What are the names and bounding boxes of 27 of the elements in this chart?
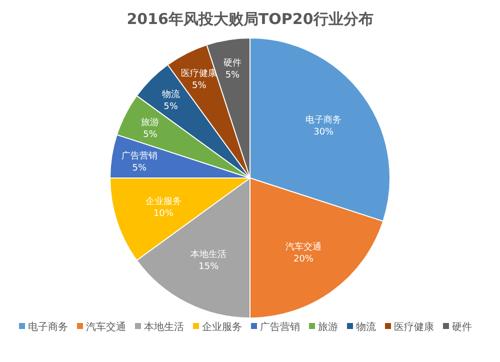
- chart-title: 2016年风投大败局TOP20行业分布: [126, 10, 374, 28]
- slice-label: 广告营销: [121, 150, 158, 162]
- data-label: 15%: [198, 262, 220, 272]
- data-label: 5%: [164, 102, 178, 112]
- legend-label: 硬件: [452, 322, 472, 333]
- legend-label: 旅游: [318, 321, 338, 333]
- slice-label: 物流: [162, 88, 180, 100]
- data-label: 5%: [225, 70, 240, 80]
- data-label: 30%: [314, 128, 334, 138]
- slice-label: 汽车交通: [285, 242, 322, 253]
- legend-label: 企业服务: [202, 321, 242, 333]
- data-label: 5%: [192, 81, 207, 92]
- slice-label: 旅游: [141, 117, 160, 128]
- slice-label: 企业服务: [145, 196, 182, 208]
- data-label: 5%: [132, 163, 147, 174]
- slice-label: 本地生活: [190, 249, 227, 260]
- legend-label: 电子商务: [28, 321, 68, 333]
- legend-label: 本地生活: [144, 321, 184, 333]
- data-label: 20%: [293, 254, 314, 265]
- legend-label: 广告营销: [260, 321, 300, 333]
- data-label: 5%: [143, 130, 158, 140]
- legend-label: 医疗健康: [394, 321, 434, 333]
- data-label: 10%: [153, 209, 174, 220]
- slice-label: 硬件: [223, 57, 242, 68]
- legend-label: 汽车交通: [86, 321, 126, 333]
- slice-label: 电子商务: [306, 114, 342, 126]
- legend-label: 物流: [356, 321, 376, 333]
